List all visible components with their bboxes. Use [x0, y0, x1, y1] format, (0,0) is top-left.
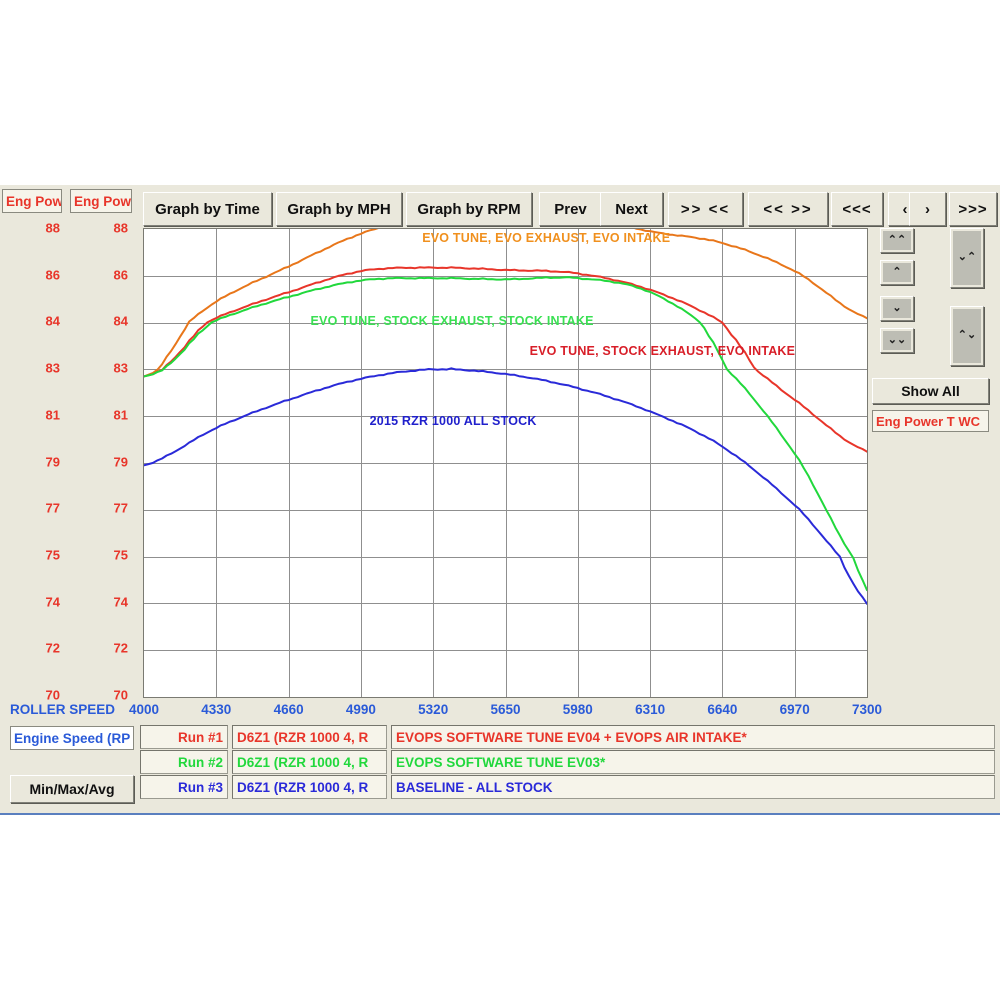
x-axis-tick: 4330	[201, 702, 232, 717]
y-axis-tick: 84	[45, 313, 60, 329]
y-axis-tick: 75	[113, 547, 128, 563]
legend-row[interactable]: Run #1 D6Z1 (RZR 1000 4, R EVOPS SOFTWARE …	[140, 725, 995, 749]
y-axis-tick: 72	[45, 640, 60, 656]
legend-row[interactable]: Run #3 D6Z1 (RZR 1000 4, R BASELINE - ALL …	[140, 775, 995, 799]
y-axis-channel-tab-1[interactable]: Eng Powe	[2, 189, 62, 213]
x-axis-tick: 6970	[779, 702, 810, 717]
y-axis-tick: 84	[113, 313, 128, 329]
graph-by-rpm-button[interactable]: Graph by RPM	[406, 192, 532, 226]
chart-series-line	[144, 276, 867, 592]
zoom-out-vertical-button[interactable]: ⌄⌃	[950, 228, 984, 288]
graph-by-time-button[interactable]: Graph by Time	[143, 192, 272, 226]
y-axis-tick: 86	[113, 267, 128, 283]
chart-series-line	[144, 229, 867, 378]
y-axis-tick: 77	[45, 500, 60, 516]
min-max-avg-button[interactable]: Min/Max/Avg	[10, 775, 134, 803]
run-description[interactable]: EVOPS SOFTWARE TUNE EV04 + EVOPS AIR INT…	[391, 725, 995, 749]
y-axis-tick: 88	[45, 220, 60, 236]
x-axis-tick: 5980	[562, 702, 593, 717]
active-channel-label[interactable]: Eng Power T WC	[872, 410, 989, 432]
chart-plot-area[interactable]: EVO TUNE, EVO EXHAUST, EVO INTAKE EVO TUN…	[143, 228, 868, 698]
y-axis-tick: 83	[45, 360, 60, 376]
y-axis-tick: 88	[113, 220, 128, 236]
run-file[interactable]: D6Z1 (RZR 1000 4, R	[232, 775, 387, 799]
x-axis-tick: 4000	[128, 702, 160, 717]
y-axis-tick: 86	[45, 267, 60, 283]
y-axis-tick: 75	[45, 547, 60, 563]
run-description[interactable]: BASELINE - ALL STOCK	[391, 775, 995, 799]
scroll-up-fast-button[interactable]: ⌃⌃	[880, 228, 914, 253]
run-legend-table: Engine Speed (RP Min/Max/Avg Run #1 D6Z1 …	[0, 725, 1000, 803]
y-axis-ticks-left: 88 86 84 83 81 79 77 75 74 72 70	[2, 213, 64, 703]
scroll-up-button[interactable]: ⌃	[880, 260, 914, 285]
collapse-icon: ⌄⌃	[953, 231, 981, 285]
x-axis-tick: 6640	[707, 702, 738, 717]
curve-annotation-label: EVO TUNE, STOCK EXHAUST, EVO INTAKE	[529, 343, 796, 358]
y-axis-tick: 79	[45, 454, 60, 469]
legend-row[interactable]: Run #2 D6Z1 (RZR 1000 4, R EVOPS SOFTWARE …	[140, 750, 995, 774]
x-axis-tick: 4660	[273, 702, 304, 717]
x-axis-tick: 7300	[851, 702, 883, 717]
curve-annotation-label: EVO TUNE, EVO EXHAUST, EVO INTAKE	[422, 231, 671, 246]
chevron-up-icon: ⌃	[883, 263, 911, 282]
x-axis-tick: 5320	[418, 702, 449, 717]
chart-gridlines	[144, 229, 867, 697]
engine-speed-field[interactable]: Engine Speed (RP	[10, 726, 134, 750]
run-label[interactable]: Run #3	[140, 775, 228, 799]
y-axis-tick: 70	[45, 687, 60, 703]
chevron-down-icon: ⌄	[883, 299, 911, 318]
y-axis-tick: 74	[45, 594, 60, 610]
x-axis: ROLLER SPEED 4000 4330 4660 4990 5320 5650 598…	[0, 702, 1000, 722]
y-axis-tick: 77	[113, 500, 128, 516]
next-button[interactable]: Next	[600, 192, 663, 226]
y-axis-tick: 74	[113, 594, 128, 610]
step-right-button[interactable]: ›	[909, 192, 946, 226]
prev-button[interactable]: Prev	[539, 192, 602, 226]
chart-series-line	[144, 266, 867, 453]
y-axis-tick: 83	[113, 360, 128, 376]
expand-icon: ⌃⌄	[953, 309, 981, 363]
scroll-down-button[interactable]: ⌄	[880, 296, 914, 321]
x-axis-tick: 4990	[345, 702, 376, 717]
chart-svg	[144, 229, 867, 697]
run-description[interactable]: EVOPS SOFTWARE TUNE EV03*	[391, 750, 995, 774]
show-all-button[interactable]: Show All	[872, 378, 989, 404]
dyno-chart-window: Graph by Time Graph by MPH Graph by RPM …	[0, 185, 1000, 815]
y-axis-ticks-right: 88 86 84 83 81 79 77 75 74 72 70	[70, 213, 132, 703]
y-axis-tick: 70	[113, 687, 128, 703]
double-chevron-down-icon: ⌄⌄	[883, 331, 911, 350]
zoom-in-vertical-button[interactable]: ⌃⌄	[950, 306, 984, 366]
curve-annotation-label: 2015 RZR 1000 ALL STOCK	[369, 413, 537, 428]
graph-by-mph-button[interactable]: Graph by MPH	[276, 192, 402, 226]
y-axis-tick: 79	[113, 454, 128, 469]
run-file[interactable]: D6Z1 (RZR 1000 4, R	[232, 750, 387, 774]
run-label[interactable]: Run #2	[140, 750, 228, 774]
shrink-horizontal-button[interactable]: << >>	[748, 192, 828, 226]
scroll-down-fast-button[interactable]: ⌄⌄	[880, 328, 914, 353]
chart-scale-controls: ⌃⌃ ⌃ ⌄ ⌄⌄ ⌄⌃ ⌃⌄ Show All Eng Power T WC	[872, 228, 998, 432]
double-chevron-up-icon: ⌃⌃	[883, 231, 911, 250]
y-axis-tick: 81	[113, 407, 128, 423]
page-right-button[interactable]: >>>	[949, 192, 997, 226]
run-file[interactable]: D6Z1 (RZR 1000 4, R	[232, 725, 387, 749]
run-label[interactable]: Run #1	[140, 725, 228, 749]
curve-annotation-label: EVO TUNE, STOCK EXHAUST, STOCK INTAKE	[310, 314, 594, 329]
x-axis-tick: 6310	[635, 702, 666, 717]
chart-series-line	[144, 367, 867, 605]
x-axis-label: ROLLER SPEED	[10, 702, 116, 717]
y-axis-tick: 72	[113, 640, 128, 656]
expand-horizontal-button[interactable]: >> <<	[668, 192, 743, 226]
y-axis-channel-tab-2[interactable]: Eng Powe	[70, 189, 132, 213]
page-left-button[interactable]: <<<	[831, 192, 883, 226]
y-axis-tick: 81	[45, 407, 60, 423]
x-axis-tick: 5650	[490, 702, 521, 717]
